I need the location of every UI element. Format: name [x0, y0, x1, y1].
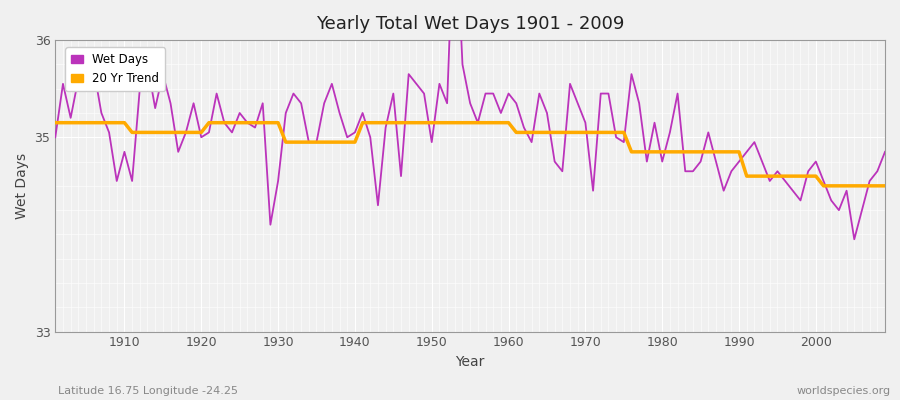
Legend: Wet Days, 20 Yr Trend: Wet Days, 20 Yr Trend — [66, 48, 166, 91]
Y-axis label: Wet Days: Wet Days — [15, 153, 29, 219]
Text: worldspecies.org: worldspecies.org — [796, 386, 891, 396]
X-axis label: Year: Year — [455, 355, 485, 369]
Text: Latitude 16.75 Longitude -24.25: Latitude 16.75 Longitude -24.25 — [58, 386, 238, 396]
Title: Yearly Total Wet Days 1901 - 2009: Yearly Total Wet Days 1901 - 2009 — [316, 15, 625, 33]
